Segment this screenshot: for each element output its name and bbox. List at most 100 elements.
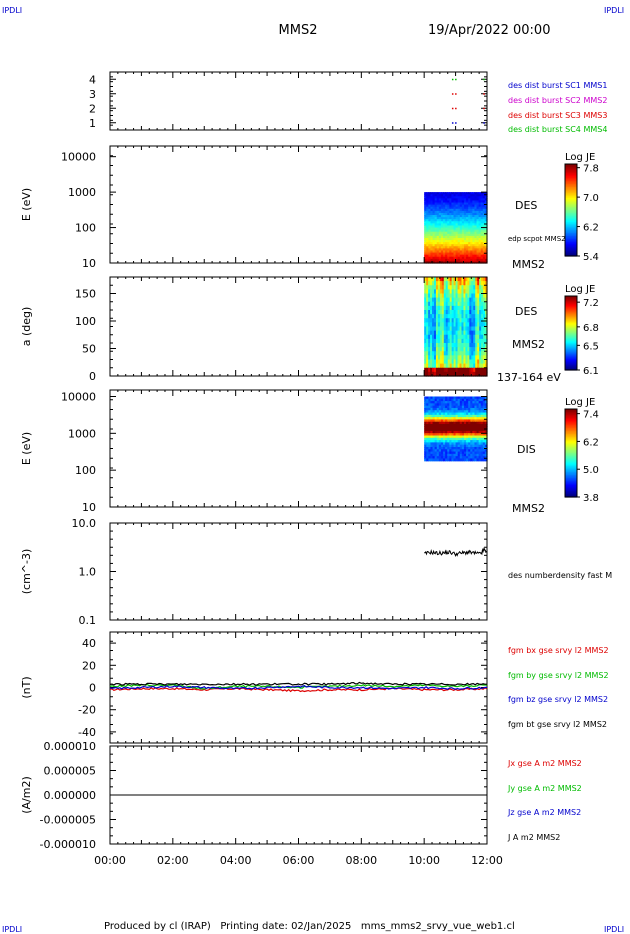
spectrogram-cell	[461, 212, 465, 216]
spectrogram-cell	[436, 417, 440, 421]
spectrogram-cell	[465, 343, 468, 348]
spectrogram-cell	[438, 198, 442, 202]
spectrogram-cell	[428, 310, 431, 315]
spectrogram-cell	[440, 221, 444, 224]
spectrogram-cell	[447, 449, 450, 453]
spectrogram-cell	[470, 219, 473, 222]
spectrogram-cell	[438, 440, 442, 443]
spectrogram-cell	[478, 240, 482, 243]
spectrogram-cell	[466, 219, 469, 222]
spectrogram-cell	[477, 326, 480, 332]
spectrogram-cell	[481, 322, 484, 328]
spectrogram-cell	[468, 428, 471, 432]
species-label: DES	[515, 305, 537, 318]
spectrogram-cell	[447, 437, 450, 441]
spectrogram-cell	[477, 338, 480, 344]
spectrogram-cell	[445, 401, 448, 404]
spectrogram-cell	[463, 343, 467, 348]
spectrogram-cell	[457, 435, 461, 439]
spectrogram-cell	[455, 444, 459, 448]
spectrogram-cell	[463, 260, 467, 264]
spectrogram-cell	[466, 424, 469, 427]
spectrogram-cell	[428, 371, 431, 377]
colorbar-segment	[565, 365, 577, 367]
spectrogram-cell	[449, 428, 452, 432]
spectrogram-cell	[432, 277, 435, 282]
spectrogram-cell	[455, 248, 459, 252]
spectrogram-cell	[424, 428, 427, 432]
spectrogram-cell	[436, 451, 440, 455]
spectrogram-cell	[435, 285, 439, 290]
spectrogram-cell	[430, 437, 434, 441]
spectrogram-cell	[461, 421, 465, 425]
spectrogram-cell	[435, 359, 439, 365]
y-tick-label: 150	[75, 288, 96, 301]
spectrogram-cell	[466, 246, 469, 250]
spectrogram-cell	[483, 285, 486, 290]
spectrogram-cell	[474, 446, 478, 450]
spectrogram-cell	[453, 419, 457, 423]
spectrogram-cell	[457, 456, 461, 460]
spectrogram-cell	[482, 202, 486, 206]
spectrogram-cell	[478, 435, 482, 439]
spectrogram-cell	[438, 414, 442, 418]
spectrogram-cell	[432, 401, 436, 404]
spectrogram-cell	[476, 412, 480, 416]
spectrogram-cell	[453, 196, 457, 199]
spectrogram-cell	[461, 233, 465, 237]
spectrogram-cell	[434, 221, 438, 224]
spectrogram-cell	[468, 398, 471, 402]
colorbar-segment	[565, 345, 577, 348]
spectrogram-cell	[459, 301, 463, 307]
spectrogram-cell	[468, 401, 471, 404]
spectrogram-cell	[482, 458, 486, 462]
spectrogram-cell	[470, 240, 473, 243]
spectrogram-cell	[469, 347, 472, 352]
spectrogram-cell	[430, 231, 434, 235]
spectrogram-cell	[483, 281, 486, 286]
spectrogram-cell	[426, 453, 429, 457]
colorbar-segment	[565, 409, 577, 412]
spectrogram-cell	[438, 219, 442, 222]
spectrogram-cell	[463, 192, 467, 195]
spectrogram-cell	[455, 240, 459, 243]
spectrogram-cell	[430, 310, 433, 315]
spectrogram-cell	[482, 200, 486, 204]
spectrogram-cell	[449, 458, 452, 462]
spectrogram-cell	[479, 301, 482, 307]
spectrogram-cell	[474, 407, 478, 411]
spectrogram-cell	[455, 426, 459, 430]
spectrogram-cell	[482, 221, 486, 224]
spectrogram-cell	[424, 351, 427, 356]
spectrogram-cell	[447, 428, 450, 432]
spectrogram-cell	[478, 453, 482, 457]
spectrogram-cell	[482, 421, 486, 425]
spectrogram-cell	[453, 451, 457, 455]
spectrogram-cell	[449, 310, 453, 315]
spectrogram-cell	[426, 242, 429, 245]
spectrogram-cell	[466, 208, 469, 212]
spectrogram-cell	[457, 254, 461, 258]
spectrogram-cell	[445, 215, 448, 218]
spectrogram-cell	[447, 233, 450, 237]
spectrogram-cell	[449, 231, 452, 235]
spectrogram-cell	[484, 254, 488, 258]
spectrogram-cell	[470, 208, 473, 212]
spectrogram-cell	[443, 229, 446, 233]
colorbar-segment	[565, 176, 577, 179]
spectrogram-cell	[438, 419, 442, 423]
spectrogram-cell	[475, 338, 478, 344]
spectrogram-cell	[463, 430, 467, 434]
spectrogram-cell	[472, 210, 476, 214]
spectrogram-cell	[461, 192, 465, 195]
spectrogram-cell	[430, 221, 434, 224]
spectrogram-cell	[432, 444, 436, 448]
spectrogram-cell	[449, 359, 453, 365]
spectrogram-cell	[473, 326, 476, 332]
spectrogram-cell	[441, 301, 445, 307]
colorbar-segment	[565, 349, 577, 351]
y-tick-label: 100	[75, 464, 96, 477]
spacecraft-label: MMS2	[512, 338, 545, 351]
spectrogram-cell	[445, 277, 449, 282]
spectrogram-cell	[469, 338, 472, 344]
